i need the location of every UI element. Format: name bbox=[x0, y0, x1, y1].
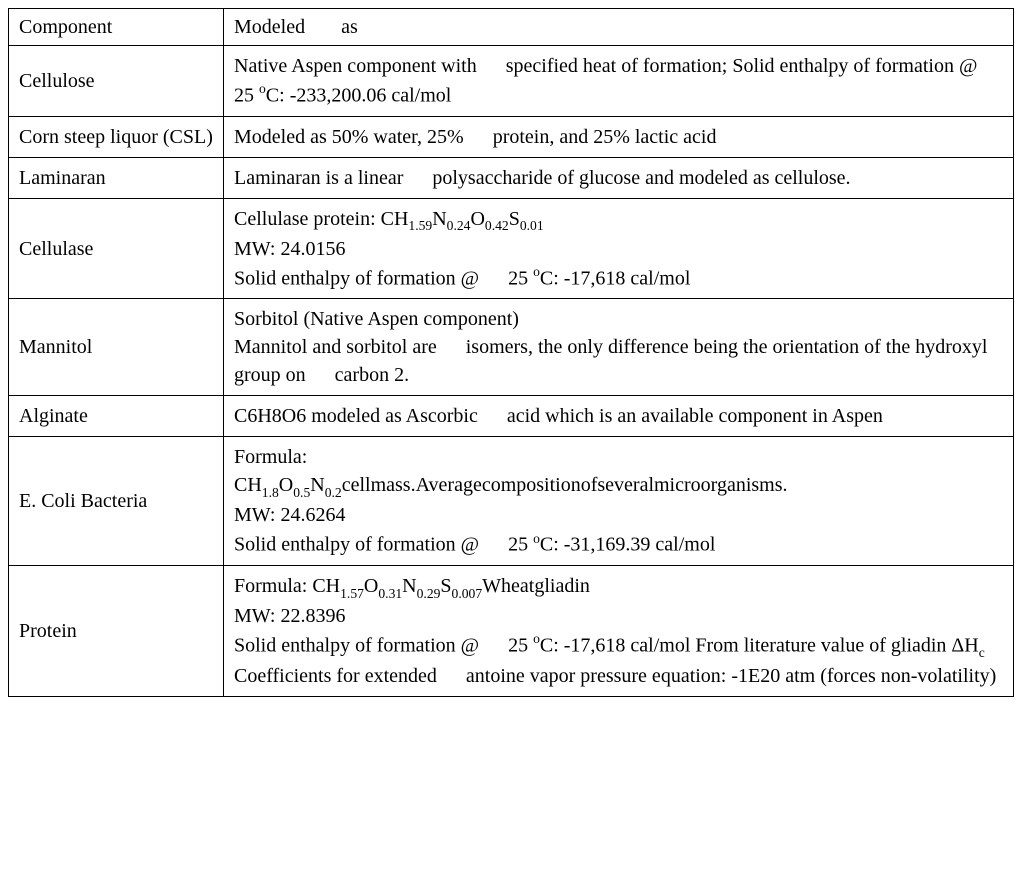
table-row: AlginateC6H8O6 modeled as Ascorbic acid … bbox=[9, 396, 1014, 437]
modeled-as-cell: Formula:CH1.8O0.5N0.2cellmass.Averagecom… bbox=[224, 437, 1014, 566]
modeled-as-cell: Formula: CH1.57O0.31N0.29S0.007Wheatglia… bbox=[224, 566, 1014, 697]
table-row: Corn steep liquor (CSL)Modeled as 50% wa… bbox=[9, 116, 1014, 157]
component-modeling-table: Component Modeled as CelluloseNative Aspe… bbox=[8, 8, 1014, 697]
component-cell: Cellulose bbox=[9, 46, 224, 117]
modeled-as-cell: Cellulase protein: CH1.59N0.24O0.42S0.01… bbox=[224, 198, 1014, 299]
component-cell: Mannitol bbox=[9, 299, 224, 396]
modeled-as-cell: Native Aspen component with specified he… bbox=[224, 46, 1014, 117]
header-component: Component bbox=[9, 9, 224, 46]
table-row: CellulaseCellulase protein: CH1.59N0.24O… bbox=[9, 198, 1014, 299]
component-cell: E. Coli Bacteria bbox=[9, 437, 224, 566]
table-header-row: Component Modeled as bbox=[9, 9, 1014, 46]
modeled-as-cell: C6H8O6 modeled as Ascorbic acid which is… bbox=[224, 396, 1014, 437]
component-cell: Cellulase bbox=[9, 198, 224, 299]
component-cell: Alginate bbox=[9, 396, 224, 437]
table-row: LaminaranLaminaran is a linear polysacch… bbox=[9, 157, 1014, 198]
modeled-as-cell: Laminaran is a linear polysaccharide of … bbox=[224, 157, 1014, 198]
modeled-as-cell: Sorbitol (Native Aspen component)Mannito… bbox=[224, 299, 1014, 396]
header-modeled-as: Modeled as bbox=[224, 9, 1014, 46]
header-modeled-text-b: as bbox=[341, 16, 358, 38]
modeled-as-cell: Modeled as 50% water, 25% protein, and 2… bbox=[224, 116, 1014, 157]
table-row: MannitolSorbitol (Native Aspen component… bbox=[9, 299, 1014, 396]
table-row: E. Coli BacteriaFormula:CH1.8O0.5N0.2cel… bbox=[9, 437, 1014, 566]
table-row: CelluloseNative Aspen component with spe… bbox=[9, 46, 1014, 117]
component-cell: Laminaran bbox=[9, 157, 224, 198]
header-modeled-text-a: Modeled bbox=[234, 16, 305, 38]
table-row: ProteinFormula: CH1.57O0.31N0.29S0.007Wh… bbox=[9, 566, 1014, 697]
component-cell: Protein bbox=[9, 566, 224, 697]
table-body: Component Modeled as CelluloseNative Aspe… bbox=[9, 9, 1014, 697]
component-cell: Corn steep liquor (CSL) bbox=[9, 116, 224, 157]
